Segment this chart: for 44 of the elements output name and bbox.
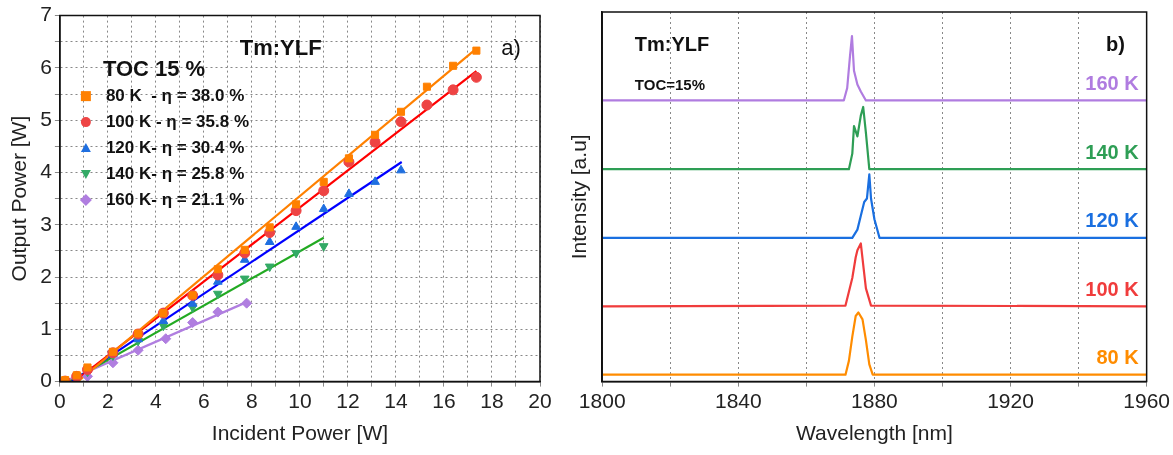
x-axis-title: Wavelength [nm] xyxy=(796,421,953,445)
y-axis-title: Output Power [W] xyxy=(7,115,31,282)
x-tick-label: 0 xyxy=(54,389,66,412)
legend-label: 140 K- η = 25.8 % xyxy=(105,163,245,183)
legend-title: TOC 15 % xyxy=(102,56,206,82)
y-tick-label: 3 xyxy=(40,211,52,235)
series-label: 140 K xyxy=(1085,140,1140,163)
x-tick-label: 10 xyxy=(288,389,312,412)
y-tick-label: 2 xyxy=(40,263,52,287)
series-label: 160 K xyxy=(1085,71,1140,94)
annotation: Tm:YLF xyxy=(634,32,710,55)
legend-label: 100 K - η = 35.8 % xyxy=(105,111,250,131)
y-tick-label: 4 xyxy=(40,159,53,183)
x-tick-label: 14 xyxy=(384,389,408,412)
legend-label: 80 K - η = 38.0 % xyxy=(105,85,245,105)
legend-label: 120 K- η = 30.4 % xyxy=(105,137,245,157)
y-tick-label: 6 xyxy=(40,54,52,78)
annotation: Tm:YLF xyxy=(239,34,322,60)
x-tick-label: 2 xyxy=(102,389,114,412)
x-tick-label: 4 xyxy=(150,389,163,412)
annotation: a) xyxy=(501,34,521,60)
x-tick-label: 6 xyxy=(198,389,210,412)
y-tick-label: 5 xyxy=(40,106,52,130)
x-tick-label: 12 xyxy=(336,389,360,412)
series-label: 120 K xyxy=(1085,209,1140,232)
legend-label: 160 K- η = 21.1 % xyxy=(105,189,245,209)
y-tick-label: 1 xyxy=(40,316,52,340)
series-label: 100 K xyxy=(1085,277,1140,300)
annotation: TOC=15% xyxy=(634,76,706,94)
x-tick-label: 8 xyxy=(246,389,258,412)
x-tick-label: 20 xyxy=(528,389,552,412)
x-tick-label: 1840 xyxy=(714,389,762,412)
y-tick-label: 0 xyxy=(40,368,52,392)
y-axis-title: Intensity [a.u] xyxy=(567,134,591,260)
x-tick-label: 1800 xyxy=(578,389,626,412)
x-tick-label: 1880 xyxy=(851,389,898,412)
x-tick-label: 1960 xyxy=(1123,389,1170,412)
x-tick-label: 18 xyxy=(480,389,504,412)
annotation: b) xyxy=(1105,32,1125,55)
x-tick-label: 1920 xyxy=(987,389,1034,412)
series-label: 80 K xyxy=(1096,346,1140,369)
x-axis-title: Incident Power [W] xyxy=(211,421,389,445)
x-tick-label: 16 xyxy=(432,389,456,412)
y-tick-label: 7 xyxy=(40,2,52,26)
